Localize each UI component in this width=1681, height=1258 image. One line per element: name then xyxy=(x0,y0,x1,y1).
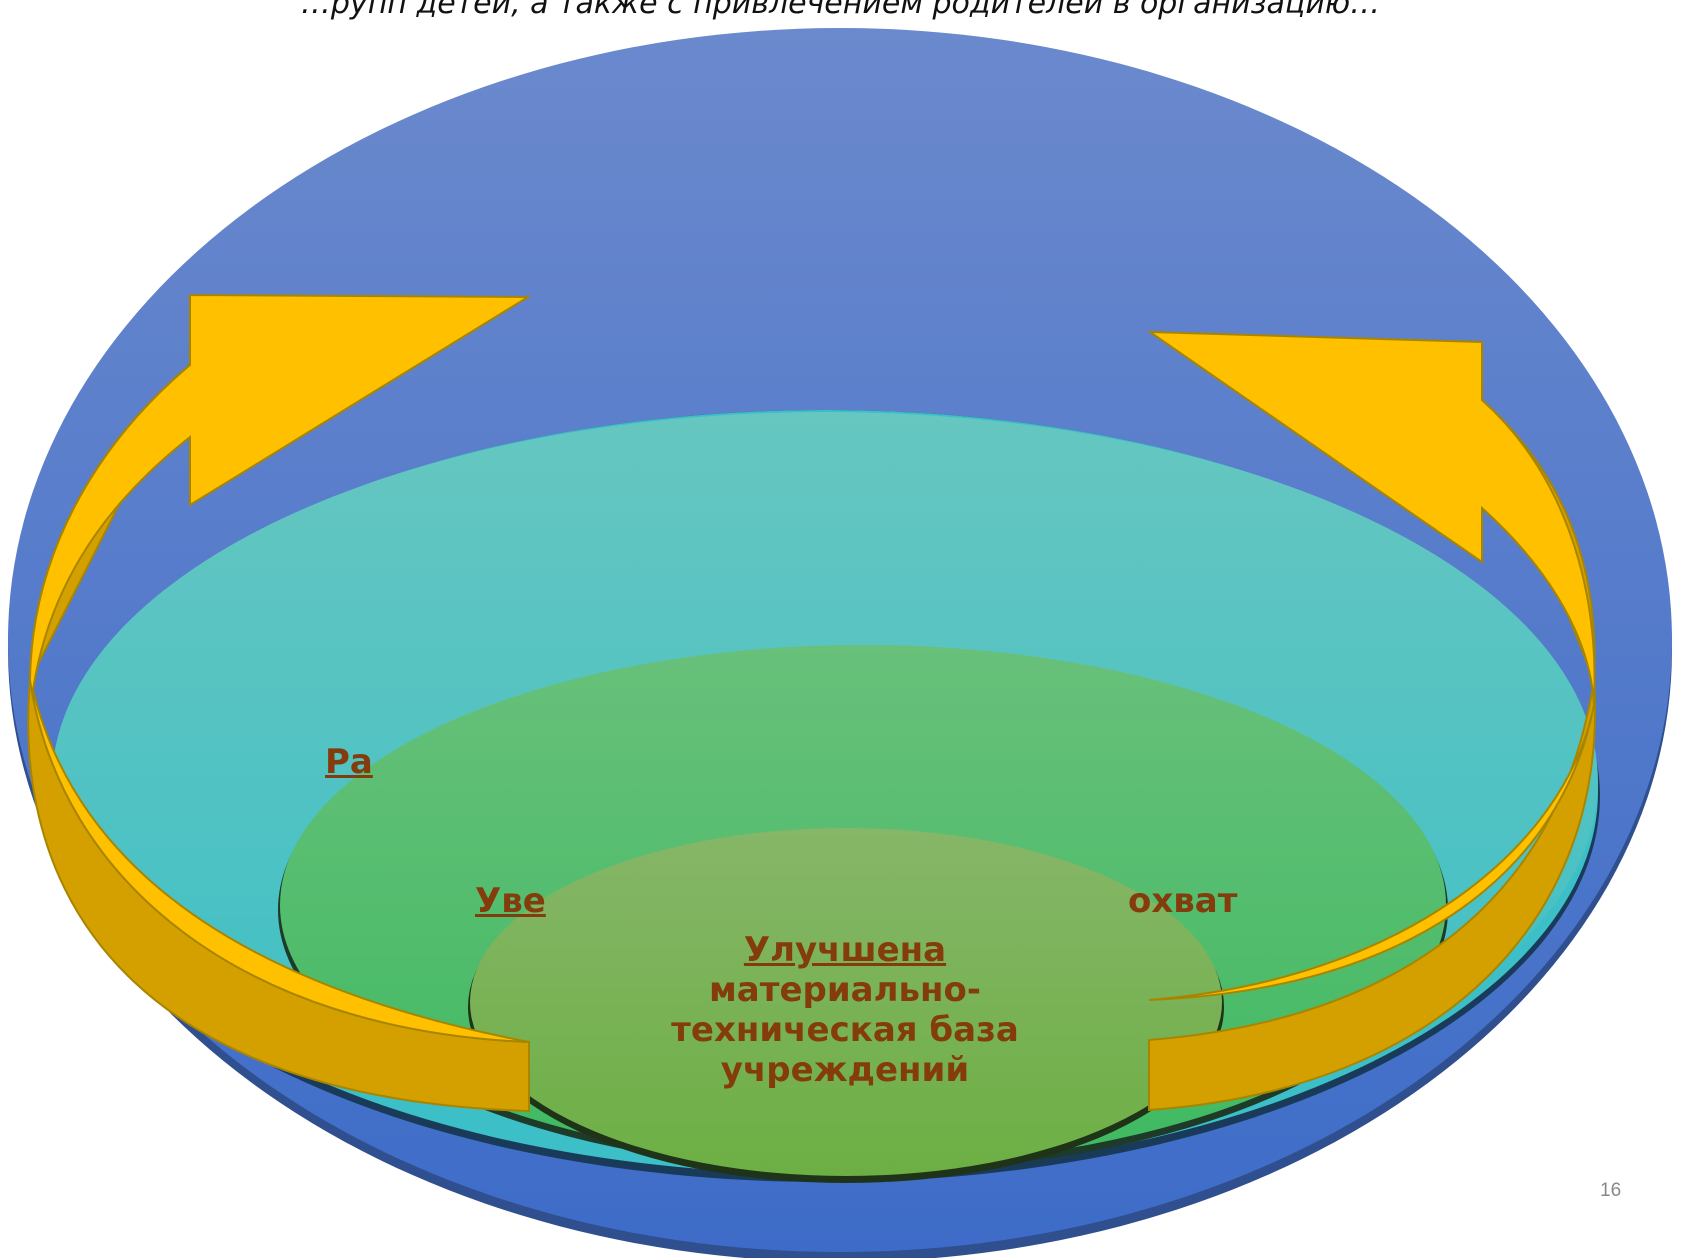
center-label: Улучшена материально- техническая база у… xyxy=(645,930,1045,1090)
cropped-caption: …рупп детей, а также с привлечением роди… xyxy=(300,0,1381,21)
page-number: 16 xyxy=(1600,1180,1622,1201)
center-label-line4: учреждений xyxy=(720,1050,970,1090)
center-ellipse xyxy=(468,828,1224,1183)
outer-ring-label: Ра xyxy=(325,742,373,782)
right-curved-arrow xyxy=(1146,330,1597,1112)
middle-ring-label-left: Уве xyxy=(475,881,546,921)
middle-ring-label-right: охват xyxy=(1128,881,1238,921)
center-label-line1: Улучшена xyxy=(743,930,947,970)
middle-ring-label-left-text: Уве xyxy=(475,881,546,921)
center-label-line3: техническая база xyxy=(671,1010,1019,1050)
center-label-line2: материально- xyxy=(709,970,981,1010)
left-curved-arrow xyxy=(27,293,532,1113)
outer-ring-label-text: Ра xyxy=(325,742,373,782)
